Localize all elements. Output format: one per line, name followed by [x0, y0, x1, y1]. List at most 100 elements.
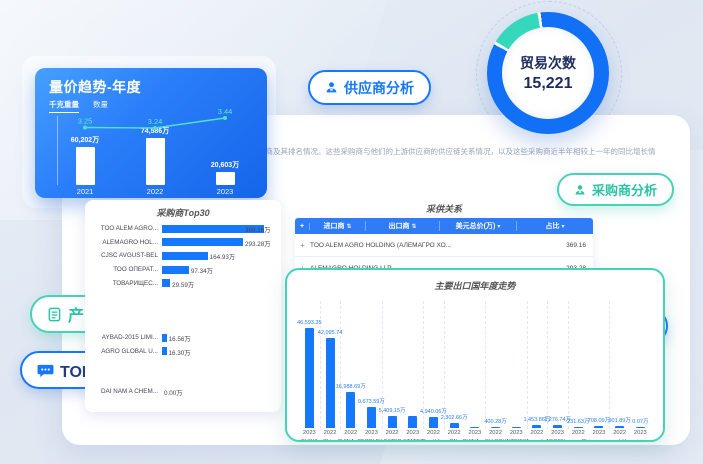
top30-bar-value: 16.30万 [168, 349, 191, 357]
top30-bar-track [162, 361, 277, 369]
top30-bar [162, 251, 208, 260]
tab-kg-weight[interactable]: 千克重量 [49, 99, 79, 113]
export-bar [408, 415, 418, 428]
trend-bar-value: 20,603万 [210, 162, 240, 169]
top30-title: 采购商Top30 [156, 208, 210, 218]
top30-bar-track: 16.30万 [162, 347, 277, 357]
relation-table-title: 采供关系 [425, 204, 462, 214]
export-country-label: Repúbli... [421, 439, 446, 442]
top30-row [85, 358, 277, 372]
caret-down-icon[interactable]: ▾ [561, 224, 565, 230]
trend-bar-value: 60,202万 [70, 137, 100, 144]
export-bar [449, 423, 459, 428]
export-bar-column: 1,453.86万 2022 Argenti... [523, 301, 550, 440]
grid-line [381, 301, 383, 429]
export-bar-value: 0.07万 [632, 418, 649, 425]
export-bar-column: 0.07万 2023 [630, 323, 651, 436]
trend-card-title: 量价趋势-年度 [49, 79, 142, 95]
importer-column-header[interactable]: 进口商 ⇅ [310, 221, 366, 231]
tab-quantity[interactable]: 数量 [93, 100, 108, 109]
top30-row: TOO ОПЕРАТ... 97.34万 [85, 263, 277, 277]
panel-description: 购商及其排名情况。这些采购商与他们的上游供应商的供应链关系情况，以及这些采购商近… [258, 147, 656, 156]
top30-bar-track [162, 293, 277, 301]
export-bar [615, 426, 625, 428]
export-bar [553, 425, 563, 428]
export-bar [346, 391, 356, 428]
svg-text:3.24: 3.24 [148, 117, 163, 126]
export-bar-column: 231.63万 2022 Chine [567, 323, 596, 440]
sort-icon[interactable]: ⇅ [346, 224, 352, 230]
trend-card: 量价趋势-年度 千克重量 数量 60,202万 2021 74,586万 2022 20… [35, 68, 267, 198]
supplier-analysis-button[interactable]: 供应商分析 [308, 70, 431, 105]
trend-bar-column: 60,202万 2021 [65, 135, 105, 196]
export-country-label: CHINA, PEOPLE'... [337, 439, 385, 442]
donut-center: 贸易次数 15,221 [502, 27, 594, 119]
y-axis-line [57, 116, 58, 185]
share-column-header[interactable]: 占比 ▾ [545, 223, 565, 230]
export-bar-value: 5,409.15万 [378, 408, 406, 415]
export-year-tick: 2022 [613, 430, 627, 436]
export-columns: 46,593.35 2023 CHINA 42,095.74 2022 China 16,9… [297, 300, 651, 440]
export-bar [635, 426, 645, 428]
export-bar-column: 16,988.69万 2022 CHINA, PEOPLE'... [336, 323, 385, 440]
buyer-analysis-button[interactable]: 采购商分析 [557, 173, 675, 206]
top30-bar-track: 16.56万 [162, 333, 277, 343]
top30-bar-value: 0.00万 [164, 390, 183, 398]
grid-line [547, 301, 549, 429]
grid-line [609, 301, 611, 429]
top30-row: AYBAD-2015 LIMI... 16.56万 [85, 331, 277, 345]
caret-down-icon[interactable]: ▾ [497, 224, 501, 230]
top30-row [85, 304, 277, 318]
top30-bar-track: 293.28万 [162, 238, 277, 248]
top30-bar-track: 0.00万 [162, 388, 277, 398]
trend-bar-column: 20,603万 2023 [205, 160, 245, 196]
export-bar [387, 416, 397, 428]
grid-line [423, 301, 425, 429]
top30-row-label: AYBAD-2015 LIMI... [101, 334, 158, 342]
top30-bar [162, 224, 264, 233]
total-usd-column-header[interactable]: 美元总价(万) ▾ [440, 221, 517, 231]
svg-text:3.44: 3.44 [218, 107, 233, 116]
top30-bar-track: 29.59万 [162, 279, 277, 289]
export-bar-column: 2023 [465, 301, 487, 436]
top30-bar-track: 97.34万 [162, 265, 277, 275]
exporter-column-header[interactable]: 出口商 ⇅ [366, 221, 440, 231]
grid-line [340, 301, 342, 429]
top30-row: TOO ALEM AGRO... 369.16万 [85, 222, 277, 236]
top30-bar-track [162, 320, 277, 328]
export-bar-column: 9,673.59万 2023 [358, 301, 385, 436]
export-bar-value: 46,593.35 [297, 320, 322, 326]
top30-bar [162, 333, 167, 342]
export-bar [511, 426, 521, 428]
export-year-tick: 2023 [592, 430, 606, 436]
expand-column-header: + [295, 222, 310, 230]
export-bar-value: 1,453.86万 [523, 416, 551, 423]
sort-icon[interactable]: ⇅ [411, 224, 417, 230]
export-year-tick: 2023 [406, 430, 420, 436]
export-year-tick: 2022 [489, 430, 502, 436]
top30-row-label: CJSC AVGUST-BEL [101, 252, 158, 260]
export-country-label: Chine [581, 439, 596, 442]
export-bar-value: 2,302.66万 [440, 415, 468, 422]
table-row: + TOO ALEM AGRO HOLDING (АЛЕМАГРО ХО... 36… [295, 234, 593, 257]
top30-row-label: ТОВАРИЩЕС... [112, 279, 158, 287]
trend-tabs: 千克重量 数量 [49, 99, 108, 113]
trend-x-label: 2023 [216, 187, 234, 196]
document-icon [47, 307, 62, 322]
supplier-analysis-label: 供应商分析 [344, 79, 414, 96]
person-icon [574, 184, 586, 196]
top30-bar [162, 238, 244, 247]
export-year-tick: 2023 [633, 430, 647, 436]
row-expand-button[interactable]: + [300, 240, 305, 250]
top30-row: ALEMAGRO HOL... 293.28万 [85, 236, 277, 250]
relation-table-header: + 进口商 ⇅ 出口商 ⇅ 美元总价(万) ▾ 占比 ▾ [295, 218, 593, 234]
export-bar-column: 5,409.15万 2022 UNITED STATES [378, 323, 424, 440]
export-country-label: CHINA [300, 439, 318, 442]
trend-chart: 60,202万 2021 74,586万 2022 20,603万 2023 3.25 3.… [57, 107, 259, 196]
top30-row [85, 372, 277, 386]
grid-line [319, 301, 321, 429]
export-country-label: Lithuania [618, 439, 642, 442]
top30-row: ТОВАРИЩЕС... 29.59万 [85, 276, 277, 290]
trend-line: 3.25 3.24 3.44 [78, 107, 233, 130]
buyers-top30-card: 采购商Top30 TOO ALEM AGRO... 369.16万 ALEMAGRO… [85, 200, 281, 412]
